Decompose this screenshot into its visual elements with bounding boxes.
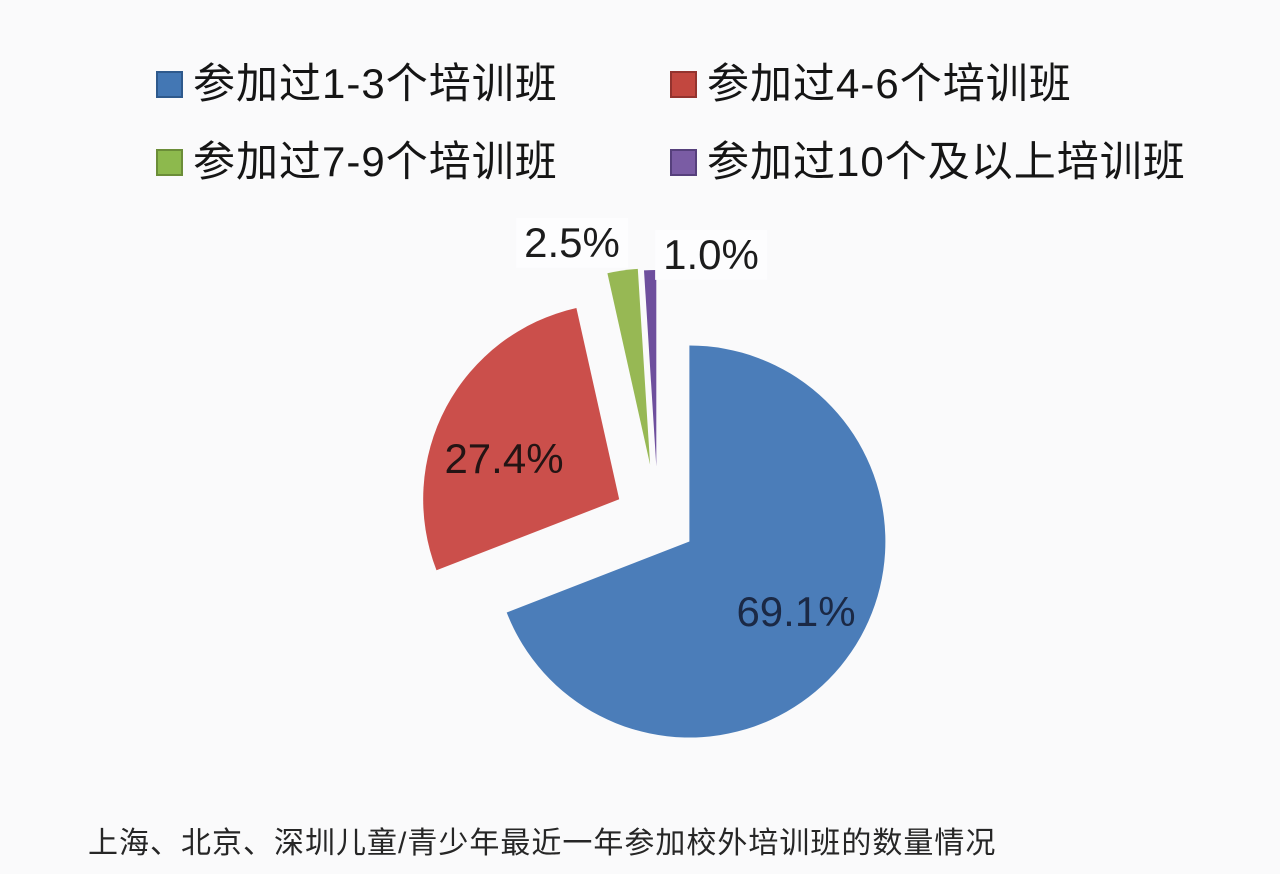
- legend-swatch-green-icon: [156, 148, 183, 176]
- legend-item-10-plus-classes: 参加过10个及以上培训班: [670, 138, 1186, 186]
- legend-label: 参加过7-9个培训班: [193, 138, 558, 185]
- legend-item-7-9-classes: 参加过7-9个培训班: [156, 138, 558, 186]
- pie-slice-2: [607, 268, 651, 465]
- data-label-blue-slice: 69.1%: [736, 587, 856, 635]
- legend-swatch-blue-icon: [156, 70, 183, 98]
- legend-item-1-3-classes: 参加过1-3个培训班: [156, 60, 558, 108]
- legend-label: 参加过4-6个培训班: [707, 60, 1072, 107]
- pie-slice-3: [644, 270, 657, 466]
- pie-slice-1: [423, 308, 620, 571]
- data-label-green-slice: 2.5%: [516, 217, 628, 269]
- legend-label: 参加过10个及以上培训班: [707, 138, 1186, 185]
- legend-swatch-red-icon: [670, 70, 697, 98]
- legend-item-4-6-classes: 参加过4-6个培训班: [670, 60, 1072, 108]
- chart-caption: 上海、北京、深圳儿童/青少年最近一年参加校外培训班的数量情况: [88, 827, 997, 860]
- pie-slice-0: [506, 345, 886, 738]
- data-label-purple-slice: 1.0%: [655, 229, 767, 281]
- data-label-red-slice: 27.4%: [444, 434, 564, 482]
- legend-label: 参加过1-3个培训班: [193, 60, 558, 107]
- legend-swatch-purple-icon: [670, 148, 697, 176]
